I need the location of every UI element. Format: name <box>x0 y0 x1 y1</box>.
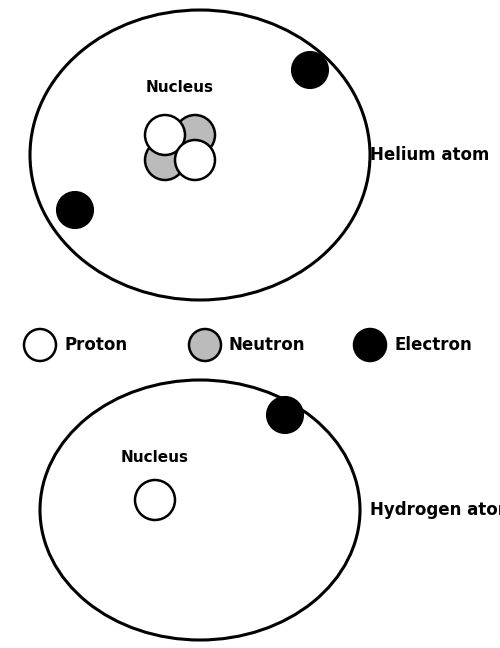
Circle shape <box>189 329 221 361</box>
Text: Electron: Electron <box>394 336 472 354</box>
Text: Neutron: Neutron <box>229 336 306 354</box>
Circle shape <box>135 480 175 520</box>
Circle shape <box>145 115 185 155</box>
Circle shape <box>145 140 185 180</box>
Circle shape <box>354 329 386 361</box>
Text: Nucleus: Nucleus <box>121 450 189 465</box>
Circle shape <box>175 115 215 155</box>
Text: Nucleus: Nucleus <box>146 80 214 95</box>
Text: Helium atom: Helium atom <box>370 146 490 164</box>
Text: Hydrogen atom: Hydrogen atom <box>370 501 500 519</box>
Circle shape <box>267 397 303 433</box>
Circle shape <box>175 140 215 180</box>
Circle shape <box>57 192 93 228</box>
Circle shape <box>24 329 56 361</box>
Text: Proton: Proton <box>64 336 127 354</box>
Circle shape <box>292 52 328 88</box>
